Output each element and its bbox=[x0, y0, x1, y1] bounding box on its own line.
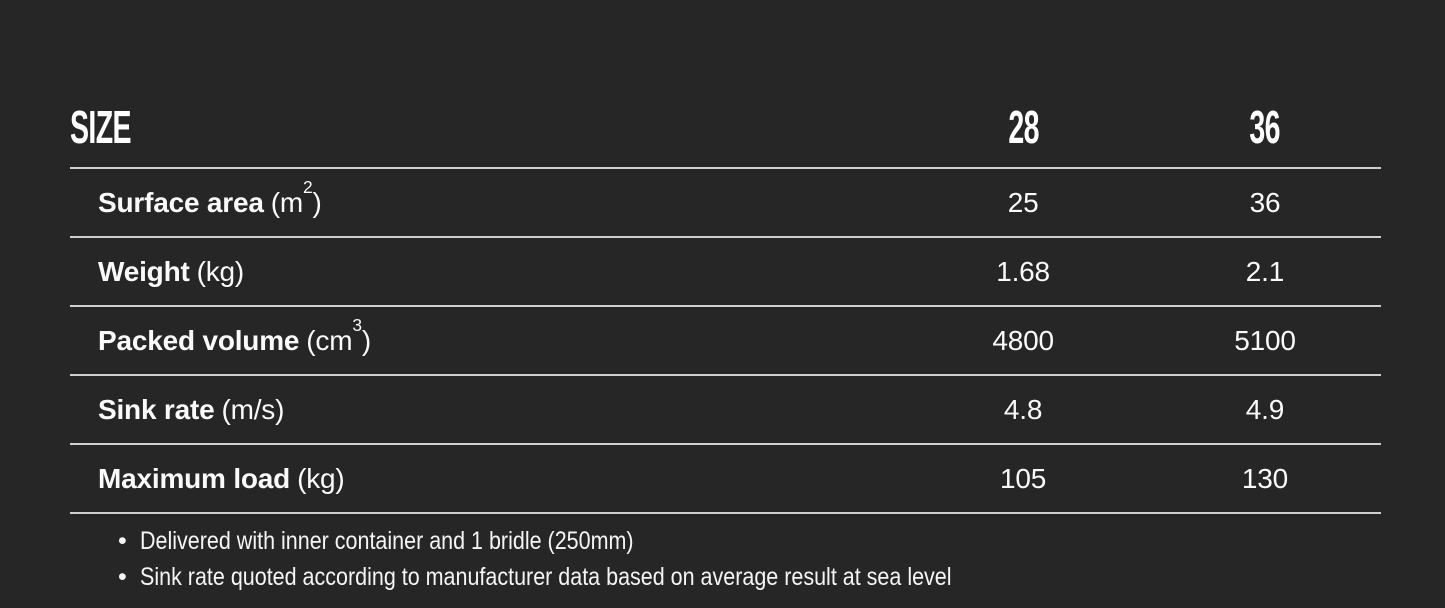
table-row-maximum-load: Maximum load (kg) 105 130 bbox=[70, 444, 1381, 513]
row-unit: (cm3) bbox=[306, 315, 371, 356]
column-header-36-label: 36 bbox=[1249, 101, 1281, 153]
value-cell: 130 bbox=[1241, 462, 1289, 494]
value-cell: 4.9 bbox=[1245, 393, 1285, 425]
table-row-sink-rate: Sink rate (m/s) 4.8 4.9 bbox=[70, 375, 1381, 444]
row-label: Weight bbox=[98, 255, 190, 287]
value-cell: 4800 bbox=[992, 324, 1054, 356]
value-cell: 105 bbox=[1000, 462, 1047, 494]
row-label: Sink rate bbox=[98, 393, 215, 425]
note-item: Delivered with inner container and 1 bri… bbox=[118, 523, 1381, 559]
row-label: Packed volume bbox=[98, 324, 300, 356]
column-header-28-label: 28 bbox=[1007, 101, 1039, 153]
spec-table-body: Surface area (m2) 25 36 Weight (kg) 1.68 2… bbox=[70, 168, 1381, 513]
header-row: SIZE 28 36 bbox=[70, 0, 1381, 169]
row-unit: (m/s) bbox=[221, 393, 285, 425]
row-unit: (kg) bbox=[297, 462, 345, 494]
table-row-packed-volume: Packed volume (cm3) 4800 5100 bbox=[70, 306, 1381, 375]
column-header-36: 36 bbox=[1148, 0, 1381, 169]
row-label-cell: Maximum load (kg) bbox=[70, 444, 897, 513]
row-label-cell: Weight (kg) bbox=[70, 237, 897, 306]
value-cell: 4.8 bbox=[1003, 393, 1043, 425]
row-label-cell: Surface area (m2) bbox=[70, 168, 897, 237]
value-cell: 1.68 bbox=[996, 255, 1050, 287]
spec-table: SIZE 28 36 Surface area (m2) 25 36 bbox=[70, 0, 1381, 514]
value-cell: 5100 bbox=[1234, 324, 1296, 356]
value-cell: 36 bbox=[1249, 186, 1281, 218]
note-text: Delivered with inner container and 1 bri… bbox=[140, 527, 634, 555]
table-row-weight: Weight (kg) 1.68 2.1 bbox=[70, 237, 1381, 306]
row-unit: (m2) bbox=[270, 177, 322, 218]
note-item: Sink rate quoted according to manufactur… bbox=[118, 559, 1381, 595]
row-label-cell: Sink rate (m/s) bbox=[70, 375, 897, 444]
value-cell: 25 bbox=[1007, 186, 1039, 218]
size-header-cell: SIZE bbox=[70, 0, 898, 169]
row-label-cell: Packed volume (cm3) bbox=[70, 306, 897, 375]
size-header-label: SIZE bbox=[70, 101, 132, 153]
value-cell: 2.1 bbox=[1245, 255, 1285, 287]
table-row-surface-area: Surface area (m2) 25 36 bbox=[70, 168, 1381, 237]
row-label: Maximum load bbox=[98, 462, 291, 494]
row-unit: (kg) bbox=[196, 255, 245, 287]
note-text: Sink rate quoted according to manufactur… bbox=[140, 563, 952, 591]
column-header-28: 28 bbox=[897, 0, 1149, 169]
notes-list: Delivered with inner container and 1 bri… bbox=[118, 523, 1381, 595]
row-label: Surface area bbox=[98, 186, 264, 218]
